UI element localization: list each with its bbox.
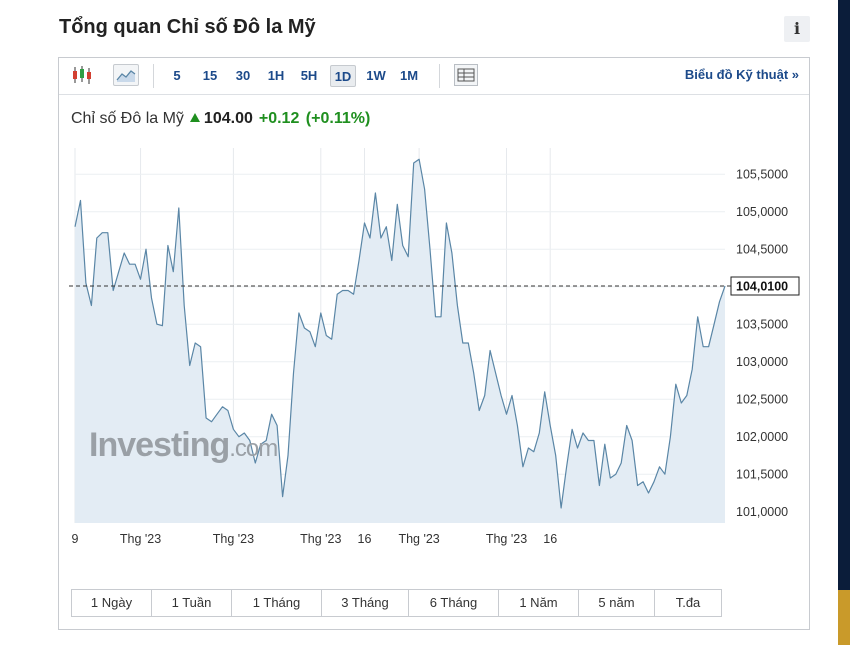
price-change: +0.12 [258,110,300,127]
price-chart[interactable]: Investing.com 105,5000 105,0000 104,5000 104… [59,58,809,578]
x-tick-label: 9 [72,532,79,546]
y-tick-label: 101,5000 [736,467,788,481]
interval-1m[interactable]: 1M [399,68,419,83]
y-tick-label: 105,5000 [736,167,788,181]
current-price-label: 104,0100 [736,280,788,294]
range-max[interactable]: T.đa [675,595,701,610]
y-tick-label: 102,5000 [736,392,788,406]
instrument-name: Chỉ số Đô la Mỹ [71,110,184,127]
area-chart-icon[interactable] [113,64,139,86]
range-5-years[interactable]: 5 năm [579,590,655,616]
y-tick-label: 102,0000 [736,430,788,444]
interval-1h[interactable]: 1H [267,68,285,83]
up-arrow-icon [189,113,200,123]
range-6-months[interactable]: 6 Tháng [409,590,499,616]
investing-watermark: Investing.com [89,426,277,464]
interval-1d[interactable]: 1D [330,65,356,87]
x-tick-label: Thg '23 [398,532,439,546]
current-price-badge [730,276,800,296]
y-tick-label: 105,0000 [736,205,788,219]
price-area-fill [75,159,725,523]
range-1-month[interactable]: 1 Tháng [232,590,322,616]
interval-15[interactable]: 15 [202,68,218,83]
technical-chart-link[interactable]: Biểu đồ Kỹ thuật » [684,67,799,82]
y-tick-label: 104,5000 [736,242,788,256]
toolbar-divider [153,64,154,88]
range-3-months[interactable]: 3 Tháng [322,590,409,616]
x-tick-label: 16 [358,532,372,546]
interval-5[interactable]: 5 [173,68,181,83]
y-tick-label: 103,0000 [736,355,788,369]
page-title: Tổng quan Chỉ số Đô la Mỹ [59,16,316,38]
y-tick-label: 103,5000 [736,317,788,331]
toolbar-divider [439,64,440,88]
price-series-line [74,158,726,509]
range-1-week[interactable]: 1 Tuần [152,590,232,616]
range-1-day[interactable]: 1 Ngày [72,590,152,616]
x-tick-label: Thg '23 [486,532,527,546]
page-edge-decoration [838,0,850,645]
x-tick-label: Thg '23 [213,532,254,546]
range-1-year[interactable]: 1 Năm [499,590,579,616]
x-tick-label: 16 [543,532,557,546]
quote-line: Chỉ số Đô la Mỹ 104.00 +0.12 (+0.11%) [71,110,370,128]
last-price: 104.00 [203,110,253,127]
interval-5h[interactable]: 5H [300,68,318,83]
x-tick-label: Thg '23 [300,532,341,546]
chart-widget: 5 15 30 1H 5H 1D 1W 1M Biểu đồ Kỹ thuật … [58,57,810,630]
y-tick-label: 101,0000 [736,505,788,519]
interval-30[interactable]: 30 [235,68,251,83]
x-tick-label: Thg '23 [120,532,161,546]
table-view-icon[interactable] [454,64,478,86]
edge-accent [838,590,850,645]
candlestick-icon[interactable] [69,64,95,86]
range-selector: 1 Ngày 1 Tuần 1 Tháng 3 Tháng 6 Tháng 1 … [71,589,722,617]
watermark-suffix: .com [229,435,277,462]
price-change-percent: (+0.11%) [305,110,371,127]
chart-toolbar: 5 15 30 1H 5H 1D 1W 1M Biểu đồ Kỹ thuật … [59,58,809,95]
watermark-brand: Investing [89,426,229,464]
interval-1w[interactable]: 1W [366,68,386,83]
info-icon[interactable]: i [784,16,810,42]
